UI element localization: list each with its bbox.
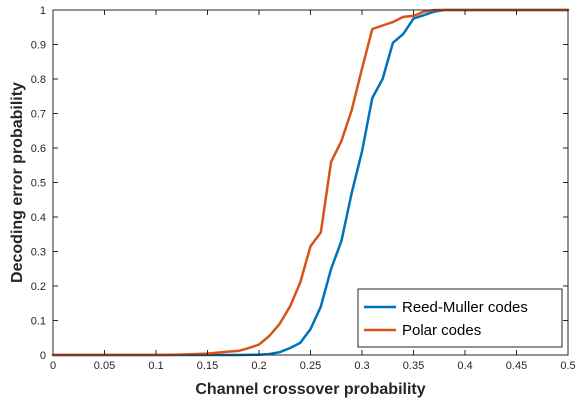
x-tick-label: 0.45 bbox=[506, 360, 527, 372]
y-tick-label: 0.6 bbox=[31, 143, 46, 155]
y-tick-label: 0.4 bbox=[31, 212, 46, 224]
x-tick-label: 0.3 bbox=[354, 360, 369, 372]
legend-label: Polar codes bbox=[402, 322, 481, 339]
x-axis-title: Channel crossover probability bbox=[195, 381, 425, 398]
series-line-polar bbox=[51, 8, 570, 357]
y-axis-ticks: 0 0.1 0.2 0.3 0.4 0.5 0.6 0.7 0.8 0.9 1 bbox=[31, 5, 568, 362]
x-tick-label: 0.5 bbox=[560, 360, 575, 372]
y-tick-label: 0.3 bbox=[31, 247, 46, 259]
y-tick-label: 0.8 bbox=[31, 74, 46, 86]
y-tick-label: 0 bbox=[40, 350, 46, 362]
x-axis-ticks: 0 0.05 0.1 0.15 0.2 0.25 0.3 0.35 0.4 0.45 0.5 bbox=[50, 10, 576, 372]
y-tick-label: 0.2 bbox=[31, 281, 46, 293]
y-axis-title: Decoding error probability bbox=[9, 82, 26, 283]
x-tick-label: 0.2 bbox=[251, 360, 266, 372]
legend-box bbox=[357, 288, 563, 348]
x-tick-label: 0.1 bbox=[148, 360, 163, 372]
x-tick-label: 0.25 bbox=[300, 360, 321, 372]
y-tick-label: 0.7 bbox=[31, 109, 46, 121]
y-tick-label: 0.5 bbox=[31, 178, 46, 190]
legend-label: Reed-Muller codes bbox=[402, 299, 528, 316]
x-tick-label: 0.4 bbox=[457, 360, 472, 372]
y-tick-label: 0.9 bbox=[31, 40, 46, 52]
x-tick-label: 0.15 bbox=[197, 360, 218, 372]
x-tick-label: 0.35 bbox=[403, 360, 424, 372]
y-tick-label: 1 bbox=[40, 5, 46, 17]
x-tick-label: 0 bbox=[50, 360, 56, 372]
legend: Reed-Muller codes Polar codes bbox=[357, 288, 563, 348]
y-tick-label: 0.1 bbox=[31, 316, 46, 328]
x-tick-label: 0.05 bbox=[94, 360, 115, 372]
